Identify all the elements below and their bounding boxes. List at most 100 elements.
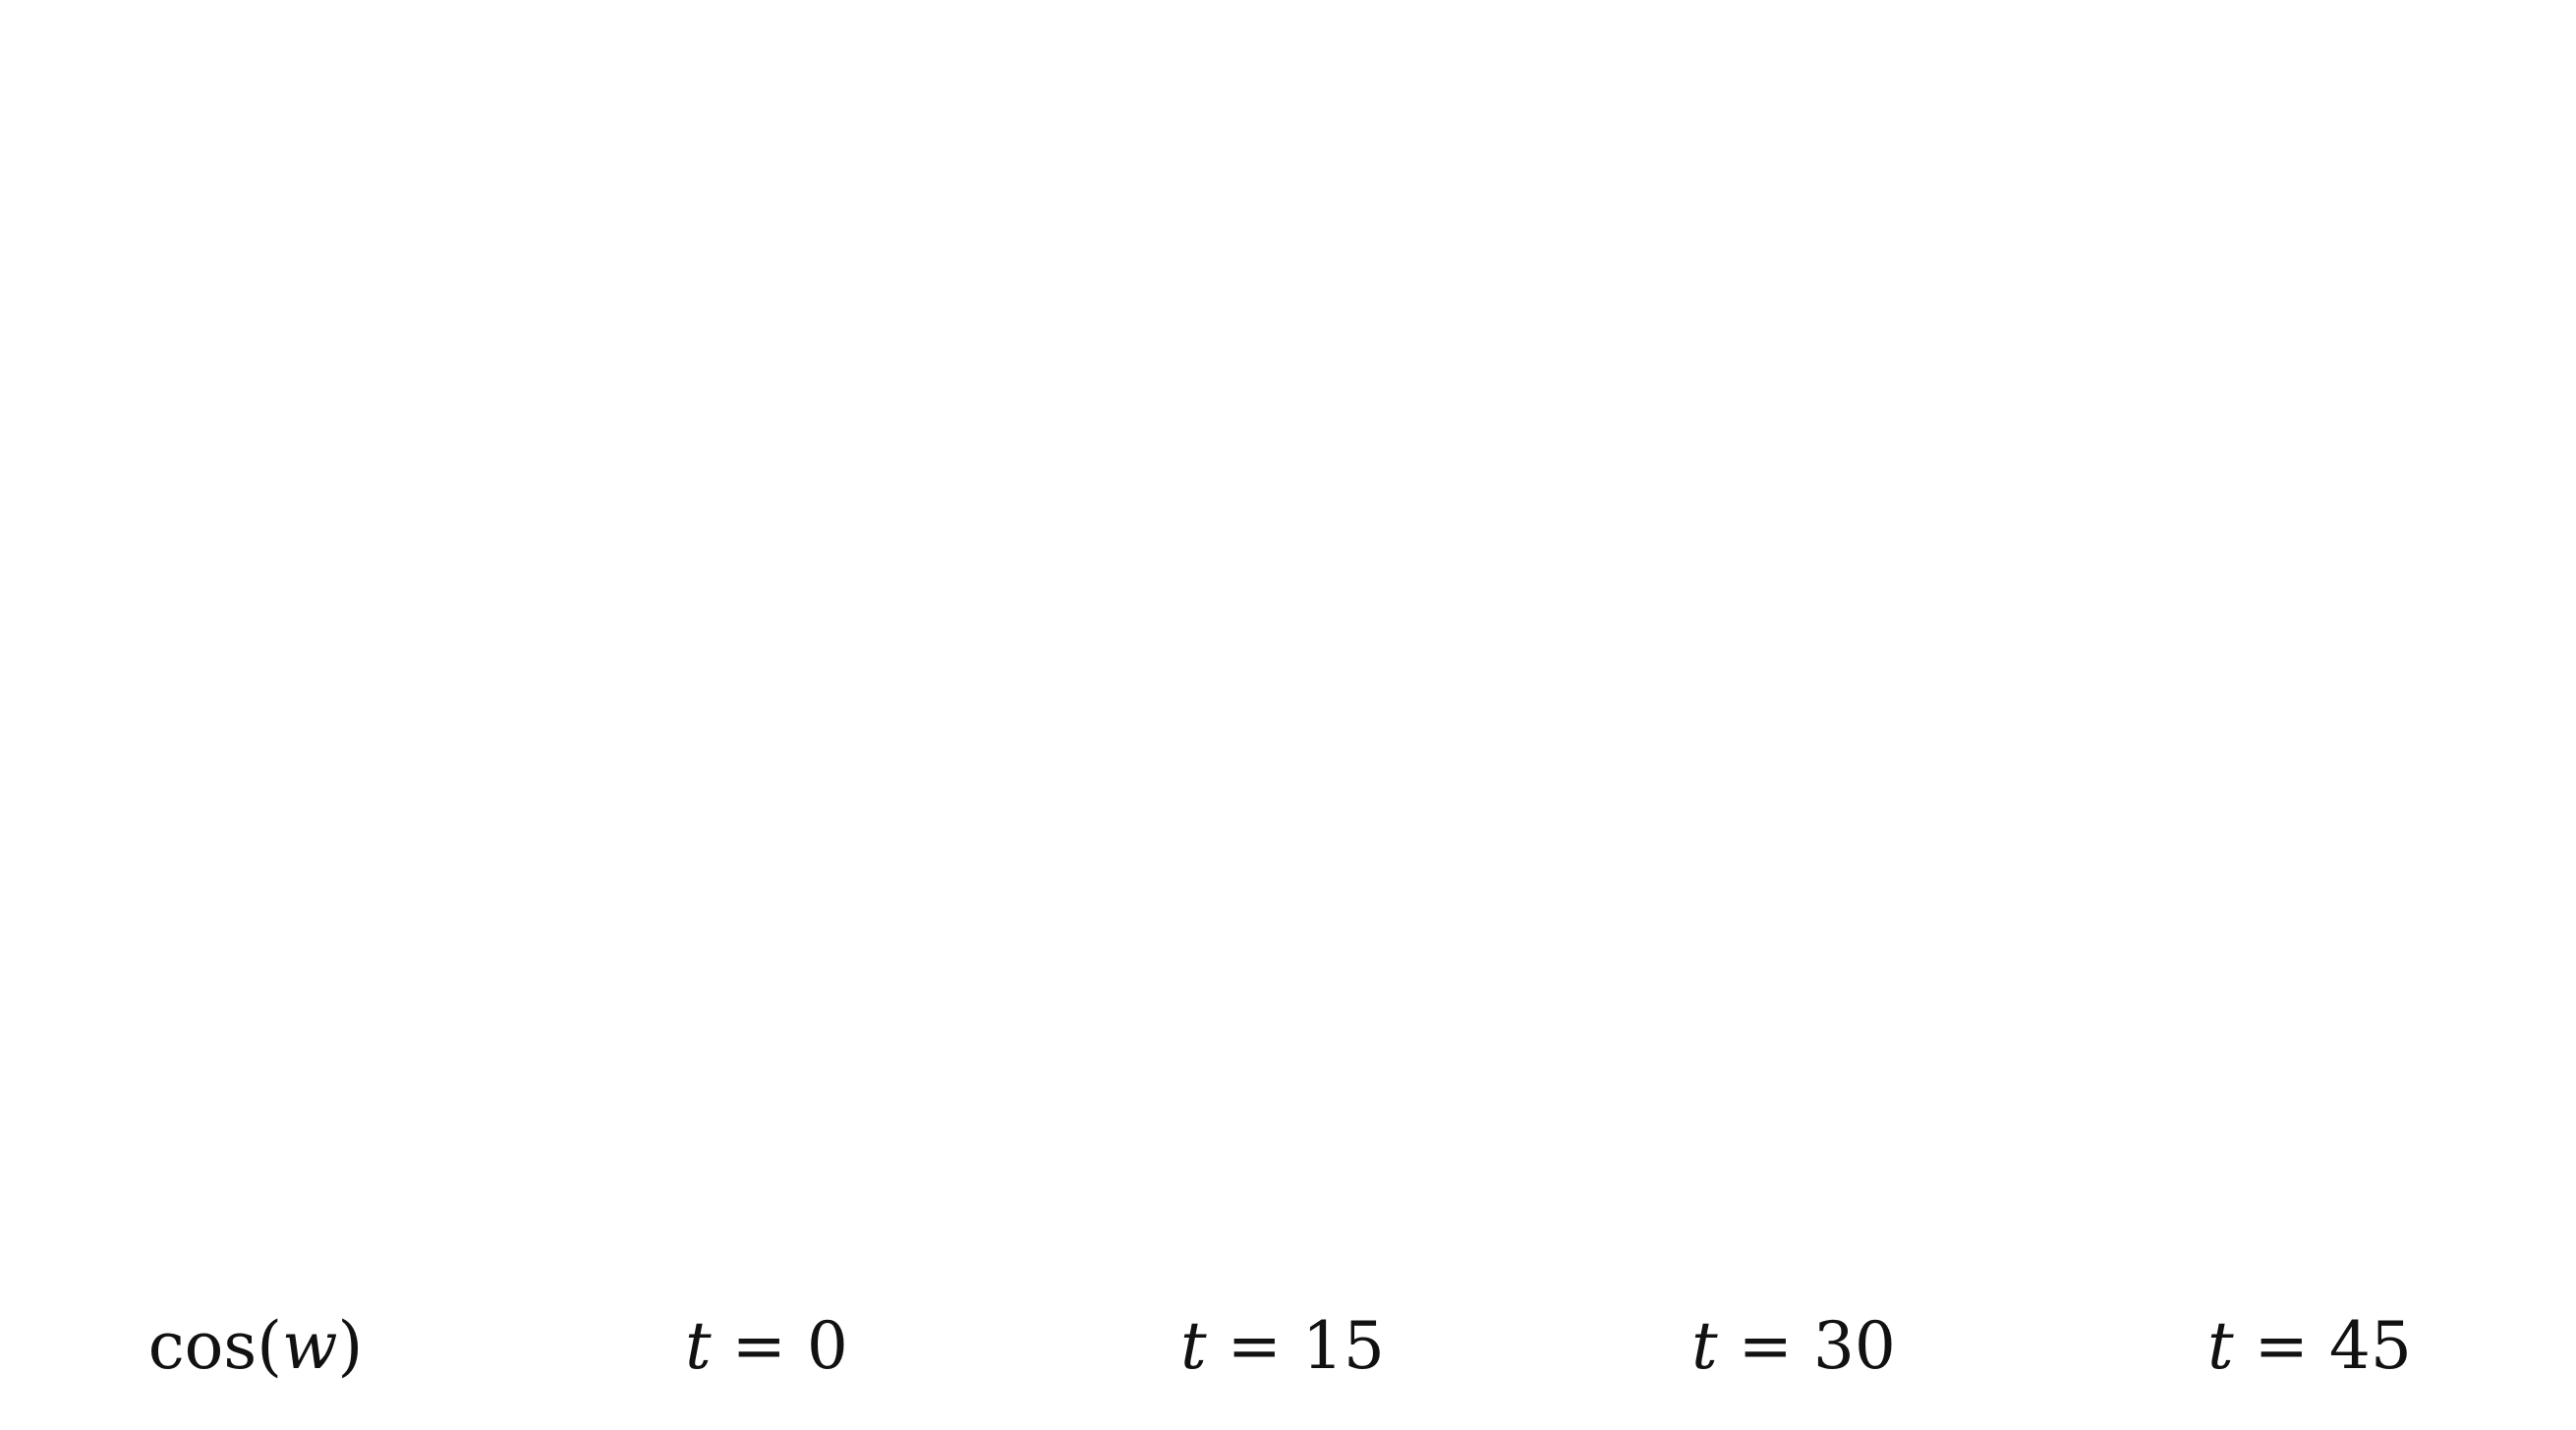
heat-spot bbox=[1095, 89, 1272, 231]
heat-spot bbox=[1739, 889, 1927, 1128]
specular-highlight bbox=[1909, 57, 1938, 102]
specular-highlight bbox=[1407, 1026, 1437, 1052]
caption-var: t bbox=[1180, 1308, 1207, 1384]
caption-var: t bbox=[685, 1308, 712, 1384]
specular-highlight bbox=[891, 358, 921, 383]
caption-reference: cos(w) bbox=[0, 1307, 511, 1385]
caption-op: = bbox=[2233, 1308, 2329, 1384]
specular-highlight bbox=[1161, 1060, 1182, 1077]
blob-grid bbox=[579, 18, 2542, 1294]
caption-op: = bbox=[1717, 1308, 1813, 1384]
heat-spot bbox=[2300, 1075, 2377, 1264]
specular-highlight bbox=[1282, 613, 1302, 626]
heat-spot bbox=[579, 20, 661, 141]
specular-highlight bbox=[779, 266, 813, 295]
heat-spot bbox=[585, 1058, 726, 1140]
specular-highlight bbox=[2309, 1282, 2329, 1294]
heat-spot bbox=[585, 390, 726, 472]
caption-op: = bbox=[711, 1308, 807, 1384]
heat-spot bbox=[1790, 1056, 1876, 1243]
specular-highlight bbox=[775, 1217, 796, 1242]
specular-highlight bbox=[891, 1026, 921, 1052]
specular-highlight bbox=[645, 392, 666, 409]
caption-var: t bbox=[2207, 1308, 2234, 1384]
specular-highlight bbox=[1918, 358, 1948, 383]
caption-t0: t = 0 bbox=[511, 1307, 1022, 1385]
specular-highlight bbox=[1909, 725, 1938, 771]
specular-highlight bbox=[779, 935, 813, 963]
specular-highlight bbox=[2188, 1060, 2209, 1077]
heat-spot bbox=[1111, 1063, 1232, 1115]
specular-highlight bbox=[2322, 935, 2356, 963]
heat-spot bbox=[1095, 758, 1272, 899]
specular-highlight bbox=[1291, 548, 1312, 574]
caption-var: t bbox=[1691, 1308, 1718, 1384]
heat-spot bbox=[2207, 1233, 2311, 1286]
heat-spot bbox=[2482, 1256, 2517, 1283]
heat-spot bbox=[2479, 586, 2520, 617]
specular-highlight bbox=[1672, 392, 1693, 409]
specular-highlight bbox=[2425, 57, 2454, 102]
caption-t45: t = 45 bbox=[2054, 1307, 2565, 1385]
heat-spot bbox=[2293, 390, 2384, 611]
reference-blob bbox=[39, 396, 492, 993]
specular-highlight bbox=[775, 548, 796, 574]
blob-t15-row1 bbox=[1095, 18, 1515, 626]
specular-highlight bbox=[2322, 266, 2356, 295]
specular-highlight bbox=[2188, 392, 2209, 409]
specular-highlight bbox=[2318, 1217, 2339, 1242]
blob-t30-row1 bbox=[1606, 18, 2026, 626]
specular-highlight bbox=[1407, 358, 1437, 383]
specular-highlight bbox=[2309, 613, 2329, 626]
specular-highlight bbox=[1793, 1282, 1813, 1294]
specular-highlight bbox=[1291, 1217, 1312, 1242]
specular-highlight bbox=[766, 613, 786, 626]
caption-reference-var: w bbox=[282, 1308, 338, 1384]
heat-spot bbox=[1301, 768, 1422, 929]
caption-reference-fn: cos( bbox=[147, 1308, 283, 1384]
heat-spot bbox=[1722, 200, 1944, 482]
caption-value: 45 bbox=[2328, 1308, 2412, 1384]
specular-highlight bbox=[1793, 613, 1813, 626]
caption-value: 0 bbox=[806, 1308, 848, 1384]
heat-spot bbox=[866, 315, 987, 406]
specular-highlight bbox=[1295, 935, 1329, 963]
specular-highlight bbox=[2434, 1026, 2464, 1052]
specular-highlight bbox=[1806, 935, 1840, 963]
specular-highlight bbox=[1918, 1026, 1948, 1052]
caption-t30: t = 30 bbox=[1538, 1307, 2049, 1385]
specular-highlight bbox=[1295, 266, 1329, 295]
specular-highlight bbox=[1398, 725, 1427, 771]
specular-highlight bbox=[2425, 725, 2454, 771]
specular-highlight bbox=[766, 1282, 786, 1294]
heat-spot bbox=[845, 686, 987, 809]
specular-highlight bbox=[1803, 1217, 1823, 1242]
specular-highlight bbox=[1806, 266, 1840, 295]
caption-op: = bbox=[1206, 1308, 1302, 1384]
heat-spot bbox=[579, 688, 661, 809]
blob-t45-row2 bbox=[2122, 686, 2542, 1294]
specular-highlight bbox=[1161, 392, 1182, 409]
heat-spot bbox=[1111, 395, 1232, 446]
heat-spot bbox=[1301, 99, 1422, 261]
caption-t15: t = 15 bbox=[1027, 1307, 1538, 1385]
blob-t15-row2 bbox=[1095, 686, 1515, 1294]
specular-highlight bbox=[1398, 57, 1427, 102]
blob-t0-row1 bbox=[579, 18, 999, 626]
specular-highlight bbox=[2434, 358, 2464, 383]
heat-spot bbox=[845, 18, 987, 141]
caption-reference-close: ) bbox=[337, 1308, 364, 1384]
specular-highlight bbox=[882, 725, 911, 771]
specular-highlight bbox=[1803, 548, 1823, 574]
caption-value: 15 bbox=[1301, 1308, 1385, 1384]
specular-highlight bbox=[882, 57, 911, 102]
specular-highlight bbox=[1672, 1060, 1693, 1077]
heat-spot bbox=[2199, 561, 2319, 622]
specular-highlight bbox=[1282, 1282, 1302, 1294]
heat-spot bbox=[866, 984, 987, 1074]
blob-t0-row2 bbox=[579, 686, 999, 1294]
caption-value: 30 bbox=[1812, 1308, 1896, 1384]
specular-highlight bbox=[645, 1060, 666, 1077]
heat-spot bbox=[1783, 371, 1883, 592]
